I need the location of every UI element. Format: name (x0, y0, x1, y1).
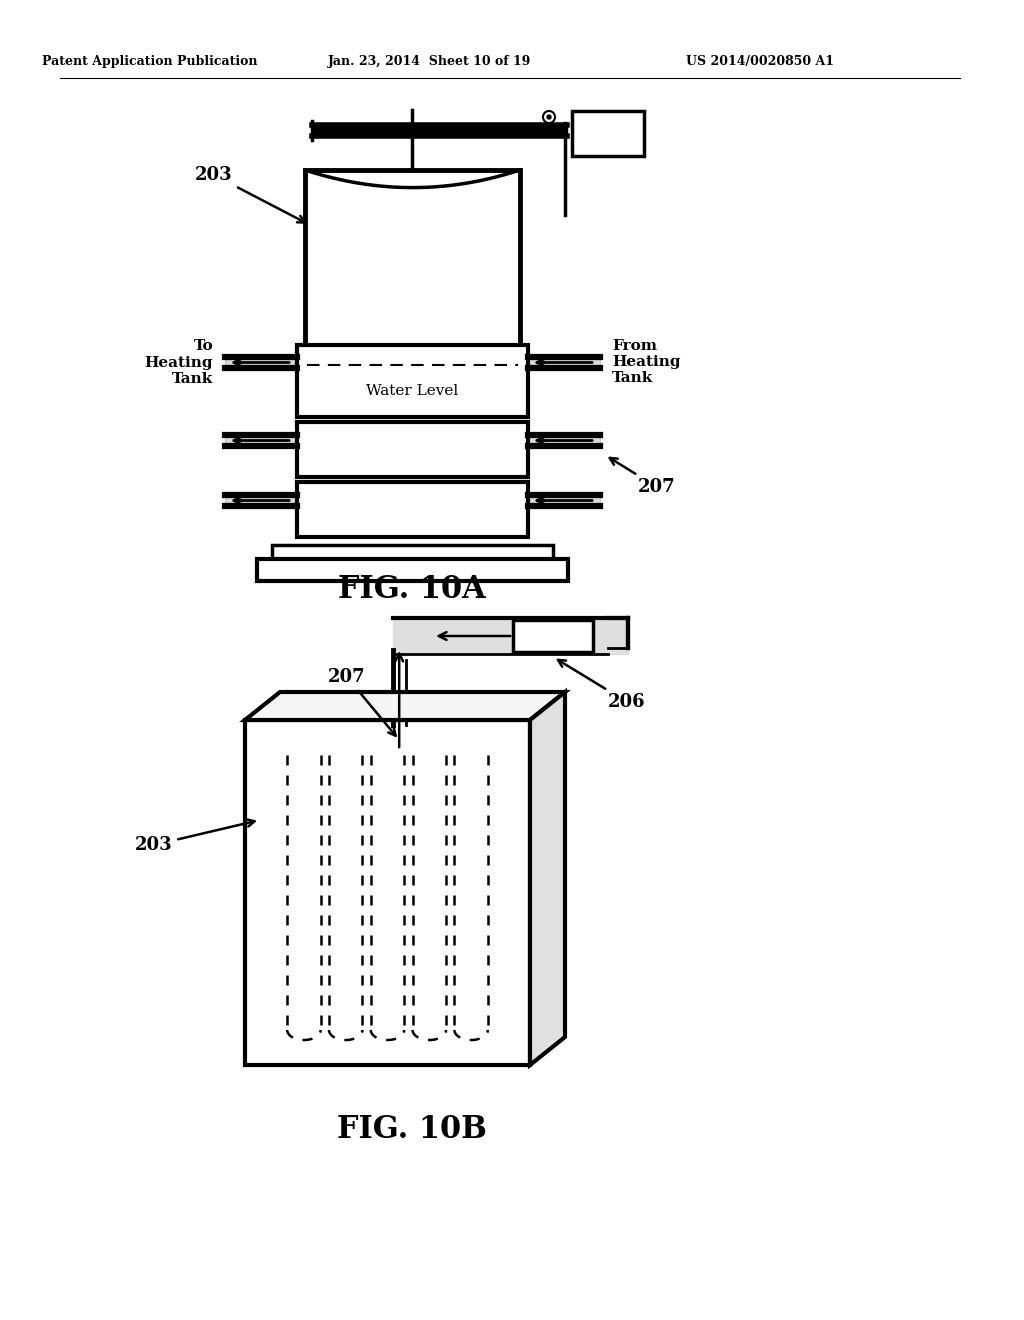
FancyBboxPatch shape (305, 170, 520, 345)
Circle shape (543, 111, 555, 123)
Text: US 2014/0020850 A1: US 2014/0020850 A1 (686, 55, 834, 69)
FancyBboxPatch shape (297, 422, 528, 477)
Polygon shape (530, 692, 565, 1065)
Text: FIG. 10A: FIG. 10A (338, 574, 485, 606)
Text: Jan. 23, 2014  Sheet 10 of 19: Jan. 23, 2014 Sheet 10 of 19 (329, 55, 531, 69)
Text: 203: 203 (135, 820, 255, 854)
Text: FIG. 10B: FIG. 10B (337, 1114, 487, 1146)
Text: 206: 206 (558, 660, 646, 711)
Polygon shape (245, 692, 565, 719)
FancyBboxPatch shape (245, 719, 530, 1065)
Circle shape (547, 115, 551, 119)
FancyBboxPatch shape (297, 345, 528, 417)
Text: Patent Application Publication: Patent Application Publication (42, 55, 258, 69)
Text: 207: 207 (329, 668, 395, 735)
FancyBboxPatch shape (513, 620, 593, 652)
FancyBboxPatch shape (257, 558, 568, 581)
Text: 207: 207 (609, 458, 676, 496)
FancyBboxPatch shape (272, 545, 553, 558)
Text: 203: 203 (195, 166, 305, 223)
Text: To
Heating
Tank: To Heating Tank (144, 339, 213, 385)
FancyBboxPatch shape (572, 111, 644, 156)
Text: Water Level: Water Level (367, 384, 459, 399)
FancyBboxPatch shape (297, 482, 528, 537)
Text: From
Heating
Tank: From Heating Tank (612, 339, 681, 385)
